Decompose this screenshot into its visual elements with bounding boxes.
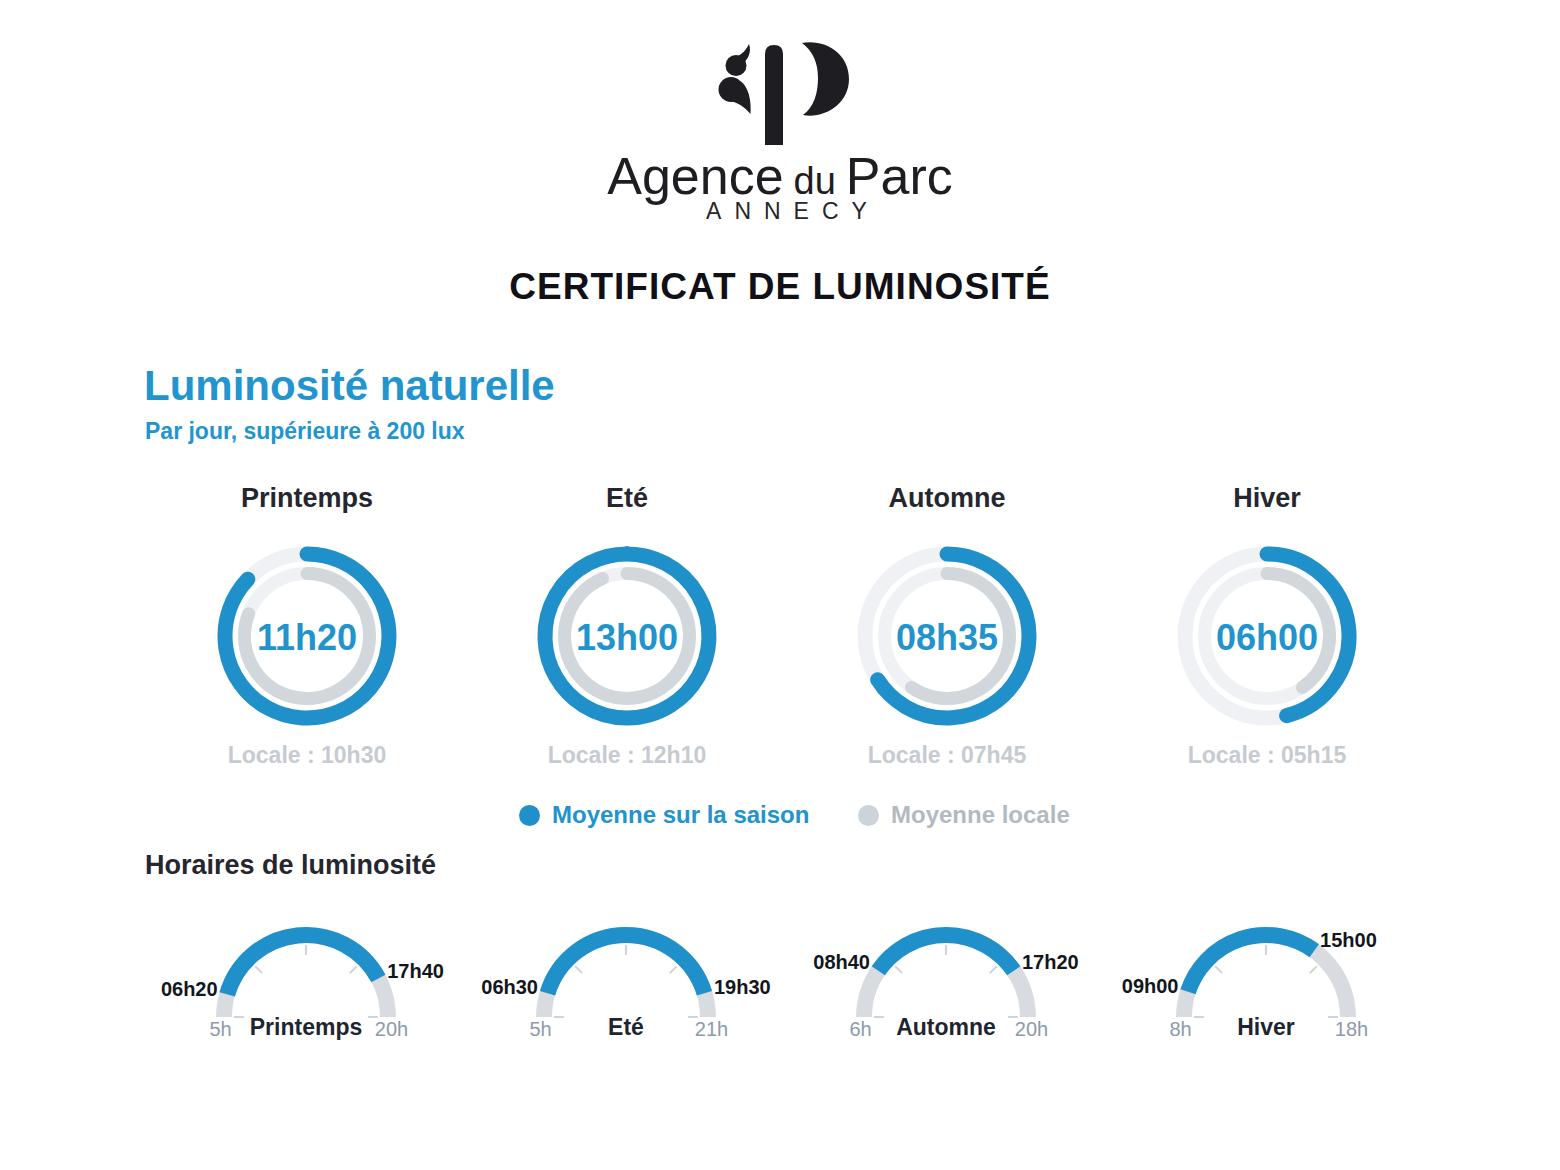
ring-locale-label: Locale : 12h10 xyxy=(507,742,747,769)
logo-name-du: du xyxy=(794,160,836,202)
gauge-scale-max: 20h xyxy=(1015,1018,1048,1040)
natural-light-subheading: Par jour, supérieure à 200 lux xyxy=(145,418,465,445)
ring-season-title: Eté xyxy=(517,483,737,514)
gauge-season-name: Hiver xyxy=(1237,1014,1295,1040)
ring-season-title: Printemps xyxy=(197,483,417,514)
ring-season-title: Automne xyxy=(837,483,1057,514)
gauge-scale-min: 8h xyxy=(1169,1018,1191,1040)
gauge-tick xyxy=(1310,966,1317,973)
ring-value: 11h20 xyxy=(257,617,357,658)
gauge-scale-min: 5h xyxy=(209,1018,231,1040)
ring-locale-label: Locale : 10h30 xyxy=(187,742,427,769)
gauge-daylight-arc xyxy=(227,935,378,994)
gauge-end-time: 15h00 xyxy=(1320,929,1377,951)
gauge-start-time: 06h30 xyxy=(481,976,538,998)
logo-letter-p-bowl xyxy=(802,42,849,115)
hours-gauge-eté: 06h30 19h30 5h 21h Eté xyxy=(456,902,796,1052)
gauge-tick xyxy=(895,966,902,973)
legend-locale: Moyenne locale xyxy=(858,801,1070,829)
logo-city: ANNECY xyxy=(0,198,1560,225)
gauge-tick xyxy=(1215,966,1222,973)
ring-locale-label: Locale : 07h45 xyxy=(827,742,1067,769)
gauge-daylight-arc xyxy=(548,935,705,993)
legend-season-label: Moyenne sur la saison xyxy=(552,801,809,829)
legend-locale-label: Moyenne locale xyxy=(891,801,1070,829)
gauge-start-time: 08h40 xyxy=(813,951,870,973)
ring-value: 06h00 xyxy=(1216,617,1318,658)
page-title: CERTIFICAT DE LUMINOSITÉ xyxy=(0,266,1560,308)
hours-gauge-automne: 08h40 17h20 6h 20h Automne xyxy=(776,902,1116,1052)
logo-letter-p-stem xyxy=(765,45,783,145)
legend-locale-dot xyxy=(858,805,879,826)
gauge-tick xyxy=(670,966,677,973)
ring-season-title: Hiver xyxy=(1157,483,1377,514)
hours-gauge-printemps: 06h20 17h40 5h 20h Printemps xyxy=(136,902,476,1052)
ring-value: 08h35 xyxy=(896,617,998,658)
gauge-end-time: 17h20 xyxy=(1022,951,1079,973)
gauge-tick xyxy=(990,966,997,973)
ap-logo-mark xyxy=(714,38,850,148)
gauge-end-time: 19h30 xyxy=(714,976,771,998)
gauge-season-name: Printemps xyxy=(250,1014,362,1040)
gauge-scale-min: 5h xyxy=(529,1018,551,1040)
gauge-tick xyxy=(350,966,357,973)
gauge-end-time: 17h40 xyxy=(387,960,444,982)
gauge-scale-max: 21h xyxy=(695,1018,728,1040)
hours-heading: Horaires de luminosité xyxy=(145,850,436,881)
gauge-scale-max: 18h xyxy=(1335,1018,1368,1040)
ring-locale-label: Locale : 05h15 xyxy=(1147,742,1387,769)
gauge-daylight-arc xyxy=(1188,935,1314,992)
natural-light-heading: Luminosité naturelle xyxy=(144,362,555,410)
certificate-page: Agence duParc ANNECY CERTIFICAT DE LUMINO… xyxy=(0,0,1560,1170)
legend-season-dot xyxy=(519,805,540,826)
ring-gauge-printemps: 11h20 xyxy=(202,531,412,741)
gauge-scale-min: 6h xyxy=(849,1018,871,1040)
gauge-tick xyxy=(255,966,262,973)
ring-gauge-eté: 13h00 xyxy=(522,531,732,741)
logo-name-parc: Parc xyxy=(846,147,953,205)
gauge-scale-max: 20h xyxy=(375,1018,408,1040)
gauge-tick xyxy=(575,966,582,973)
hours-gauge-hiver: 09h00 15h00 8h 18h Hiver xyxy=(1096,902,1436,1052)
gauge-start-time: 06h20 xyxy=(161,978,218,1000)
ring-value: 13h00 xyxy=(576,617,678,658)
logo-name: Agence duParc xyxy=(0,146,1560,206)
logo-name-agence: Agence xyxy=(607,147,783,205)
gauge-season-name: Automne xyxy=(896,1014,996,1040)
legend-season: Moyenne sur la saison xyxy=(519,801,809,829)
ring-gauge-automne: 08h35 xyxy=(842,531,1052,741)
gauge-season-name: Eté xyxy=(608,1014,644,1040)
gauge-start-time: 09h00 xyxy=(1122,975,1179,997)
ring-gauge-hiver: 06h00 xyxy=(1162,531,1372,741)
